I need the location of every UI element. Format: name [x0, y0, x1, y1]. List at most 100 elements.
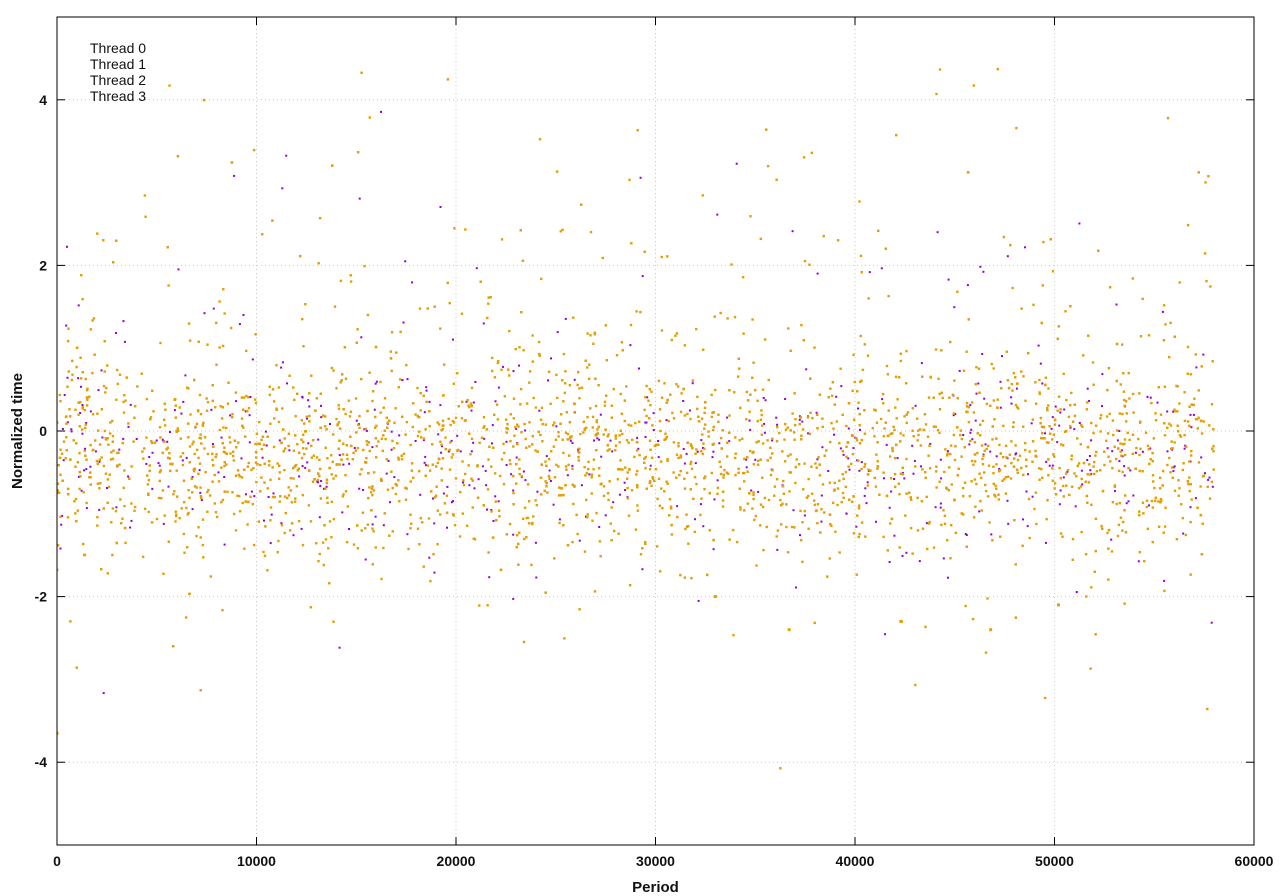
data-point: [743, 509, 746, 512]
data-point: [106, 437, 109, 440]
data-point: [726, 455, 729, 458]
data-point: [389, 501, 391, 504]
data-point: [334, 474, 338, 477]
data-point: [1186, 223, 1190, 227]
data-point: [1026, 525, 1029, 528]
data-point: [105, 386, 108, 390]
data-point: [702, 447, 704, 449]
data-point: [348, 528, 350, 530]
data-point: [634, 528, 638, 531]
data-point: [1080, 477, 1083, 481]
data-point: [1034, 491, 1038, 494]
data-point: [276, 462, 279, 465]
data-point: [730, 263, 733, 266]
data-point: [488, 576, 491, 579]
data-point: [1173, 489, 1177, 492]
data-point: [867, 297, 870, 300]
data-point: [805, 496, 809, 499]
data-point: [614, 434, 617, 437]
data-point: [829, 523, 832, 526]
data-point: [184, 374, 187, 377]
data-point: [192, 468, 195, 471]
data-point: [81, 432, 84, 435]
data-point: [600, 455, 603, 458]
data-point: [708, 529, 711, 532]
data-point: [1115, 303, 1118, 306]
data-point: [406, 533, 409, 536]
data-point: [1162, 304, 1166, 307]
data-point: [255, 432, 259, 435]
data-point: [515, 482, 518, 485]
data-point: [1149, 447, 1152, 450]
data-point: [165, 448, 168, 451]
data-point: [315, 456, 319, 459]
data-point: [271, 466, 274, 469]
data-point: [82, 542, 85, 546]
data-point: [864, 487, 867, 490]
data-point: [483, 437, 486, 440]
data-point: [1147, 334, 1151, 337]
data-point: [330, 500, 334, 504]
data-point: [1194, 497, 1197, 500]
data-point: [605, 394, 608, 397]
data-point: [934, 506, 937, 509]
data-point: [497, 509, 501, 512]
data-point: [636, 129, 639, 132]
data-point: [1089, 473, 1092, 476]
data-point: [1200, 432, 1204, 435]
data-point: [385, 472, 388, 475]
data-point: [858, 380, 862, 384]
data-point: [411, 425, 414, 429]
data-point: [502, 442, 505, 446]
data-point: [1124, 494, 1127, 497]
data-point: [773, 485, 777, 488]
data-point: [290, 501, 294, 504]
data-point: [1212, 428, 1215, 431]
data-point: [399, 330, 402, 334]
data-point: [487, 551, 490, 554]
data-point: [1128, 397, 1131, 400]
data-point: [995, 455, 998, 458]
data-point: [601, 256, 604, 260]
data-point: [168, 84, 171, 87]
data-point: [672, 417, 676, 420]
data-point: [712, 450, 715, 453]
data-point: [512, 474, 515, 478]
data-point: [547, 474, 551, 478]
data-point: [790, 525, 794, 529]
data-point: [118, 448, 121, 451]
data-point: [522, 640, 526, 644]
data-point: [318, 458, 321, 462]
data-point: [921, 527, 925, 530]
data-point: [602, 433, 605, 436]
data-point: [129, 526, 132, 529]
data-point: [916, 439, 919, 442]
data-point: [884, 247, 887, 250]
data-point: [242, 314, 245, 316]
data-point: [74, 512, 77, 515]
data-point: [101, 436, 104, 439]
data-point: [564, 317, 567, 320]
data-point: [1189, 573, 1192, 576]
data-point: [527, 522, 531, 525]
data-point: [380, 110, 382, 113]
data-point: [1052, 433, 1056, 436]
data-point: [761, 388, 765, 391]
data-point: [221, 406, 224, 409]
data-point: [339, 381, 342, 384]
data-point: [335, 387, 338, 390]
data-point: [231, 416, 234, 419]
data-point: [805, 368, 808, 371]
data-point: [301, 465, 304, 468]
data-point: [352, 543, 356, 546]
data-point: [338, 454, 341, 457]
data-point: [1179, 435, 1183, 438]
data-point: [592, 458, 596, 461]
data-point: [115, 398, 118, 401]
data-point: [852, 353, 855, 357]
data-point: [735, 540, 739, 544]
data-point: [80, 274, 83, 277]
data-point: [888, 455, 892, 458]
data-point: [961, 486, 965, 490]
data-point: [789, 429, 792, 432]
